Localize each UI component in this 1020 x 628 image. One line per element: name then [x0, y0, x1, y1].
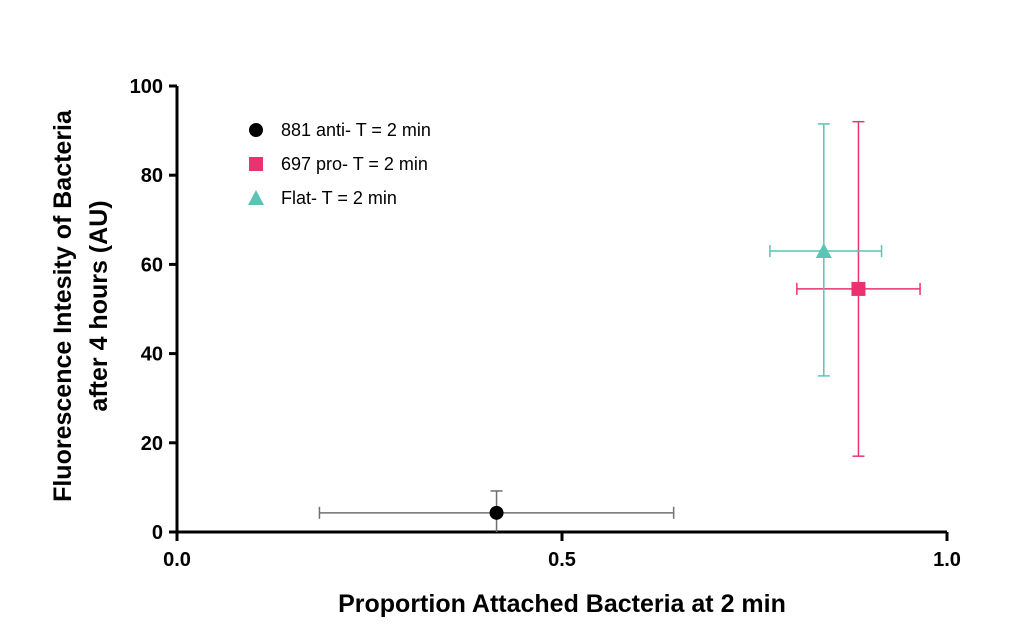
y-axis-title-line-1: Fluorescence Intesity of Bacteria [49, 109, 77, 502]
legend-label-2: Flat- T = 2 min [281, 188, 397, 208]
y-tick-label: 100 [130, 76, 163, 98]
x-tick-label: 0.5 [548, 549, 576, 571]
error-bars [318, 120, 921, 532]
axes: 0 20 40 60 80 100 0.0 0.5 1.0 Proportion Attached… [49, 76, 961, 618]
legend-label-0: 881 anti- T = 2 min [281, 120, 431, 140]
y-tick-label: 20 [141, 433, 163, 455]
legend-label-1: 697 pro- T = 2 min [281, 154, 428, 174]
x-axis-title: Proportion Attached Bacteria at 2 min [338, 590, 786, 618]
legend: 881 anti- T = 2 min 697 pro- T = 2 min Fla… [248, 120, 431, 208]
y-axis-title-line-2: after 4 hours (AU) [85, 200, 113, 411]
legend-marker-0 [249, 123, 263, 137]
legend-marker-2 [248, 190, 264, 205]
data-markers [489, 243, 866, 520]
y-tick-label: 40 [141, 344, 163, 366]
data-point-1 [851, 281, 866, 296]
y-tick-label: 0 [152, 522, 163, 544]
x-tick-label: 0.0 [163, 549, 191, 571]
data-point-0 [489, 505, 504, 520]
legend-marker-1 [249, 157, 263, 171]
y-tick-label: 60 [141, 254, 163, 276]
y-tick-label: 80 [141, 165, 163, 187]
data-point-2 [815, 243, 832, 259]
x-tick-label: 1.0 [933, 549, 961, 571]
